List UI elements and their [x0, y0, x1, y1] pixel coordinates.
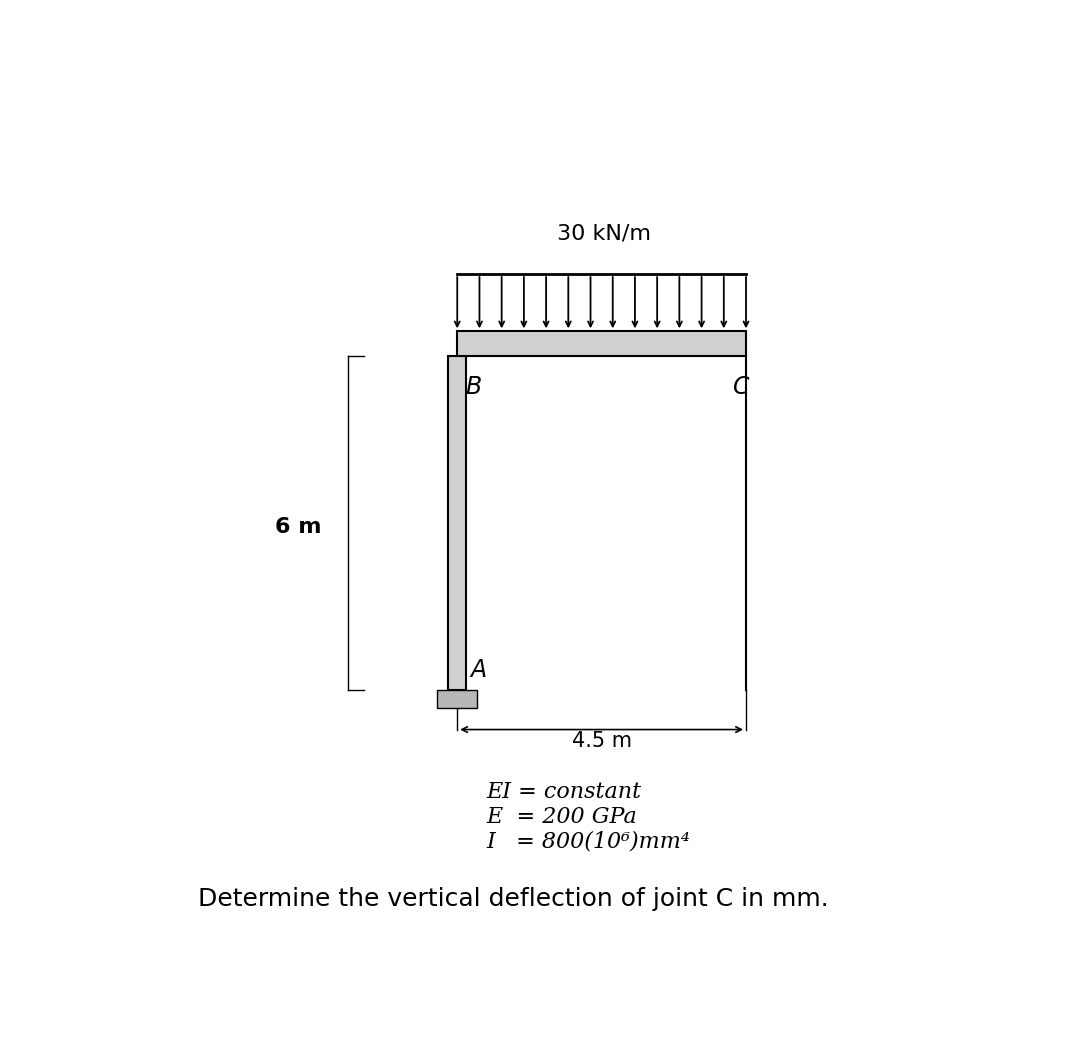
Text: 6 m: 6 m [275, 517, 322, 537]
Text: B: B [465, 374, 482, 399]
Text: Determine the vertical deflection of joint C in mm.: Determine the vertical deflection of joi… [198, 886, 828, 911]
Bar [437, 690, 477, 708]
Text: E  = 200 GPa: E = 200 GPa [486, 806, 637, 828]
Text: 30 kN/m: 30 kN/m [556, 224, 651, 244]
Text: C: C [733, 374, 750, 399]
Bar [457, 332, 746, 356]
Text: EI = constant: EI = constant [486, 781, 642, 803]
Text: 4.5 m: 4.5 m [572, 731, 632, 750]
Bar [448, 356, 467, 690]
Text: I   = 800(10⁶)mm⁴: I = 800(10⁶)mm⁴ [486, 830, 690, 852]
Text: A: A [470, 658, 486, 683]
